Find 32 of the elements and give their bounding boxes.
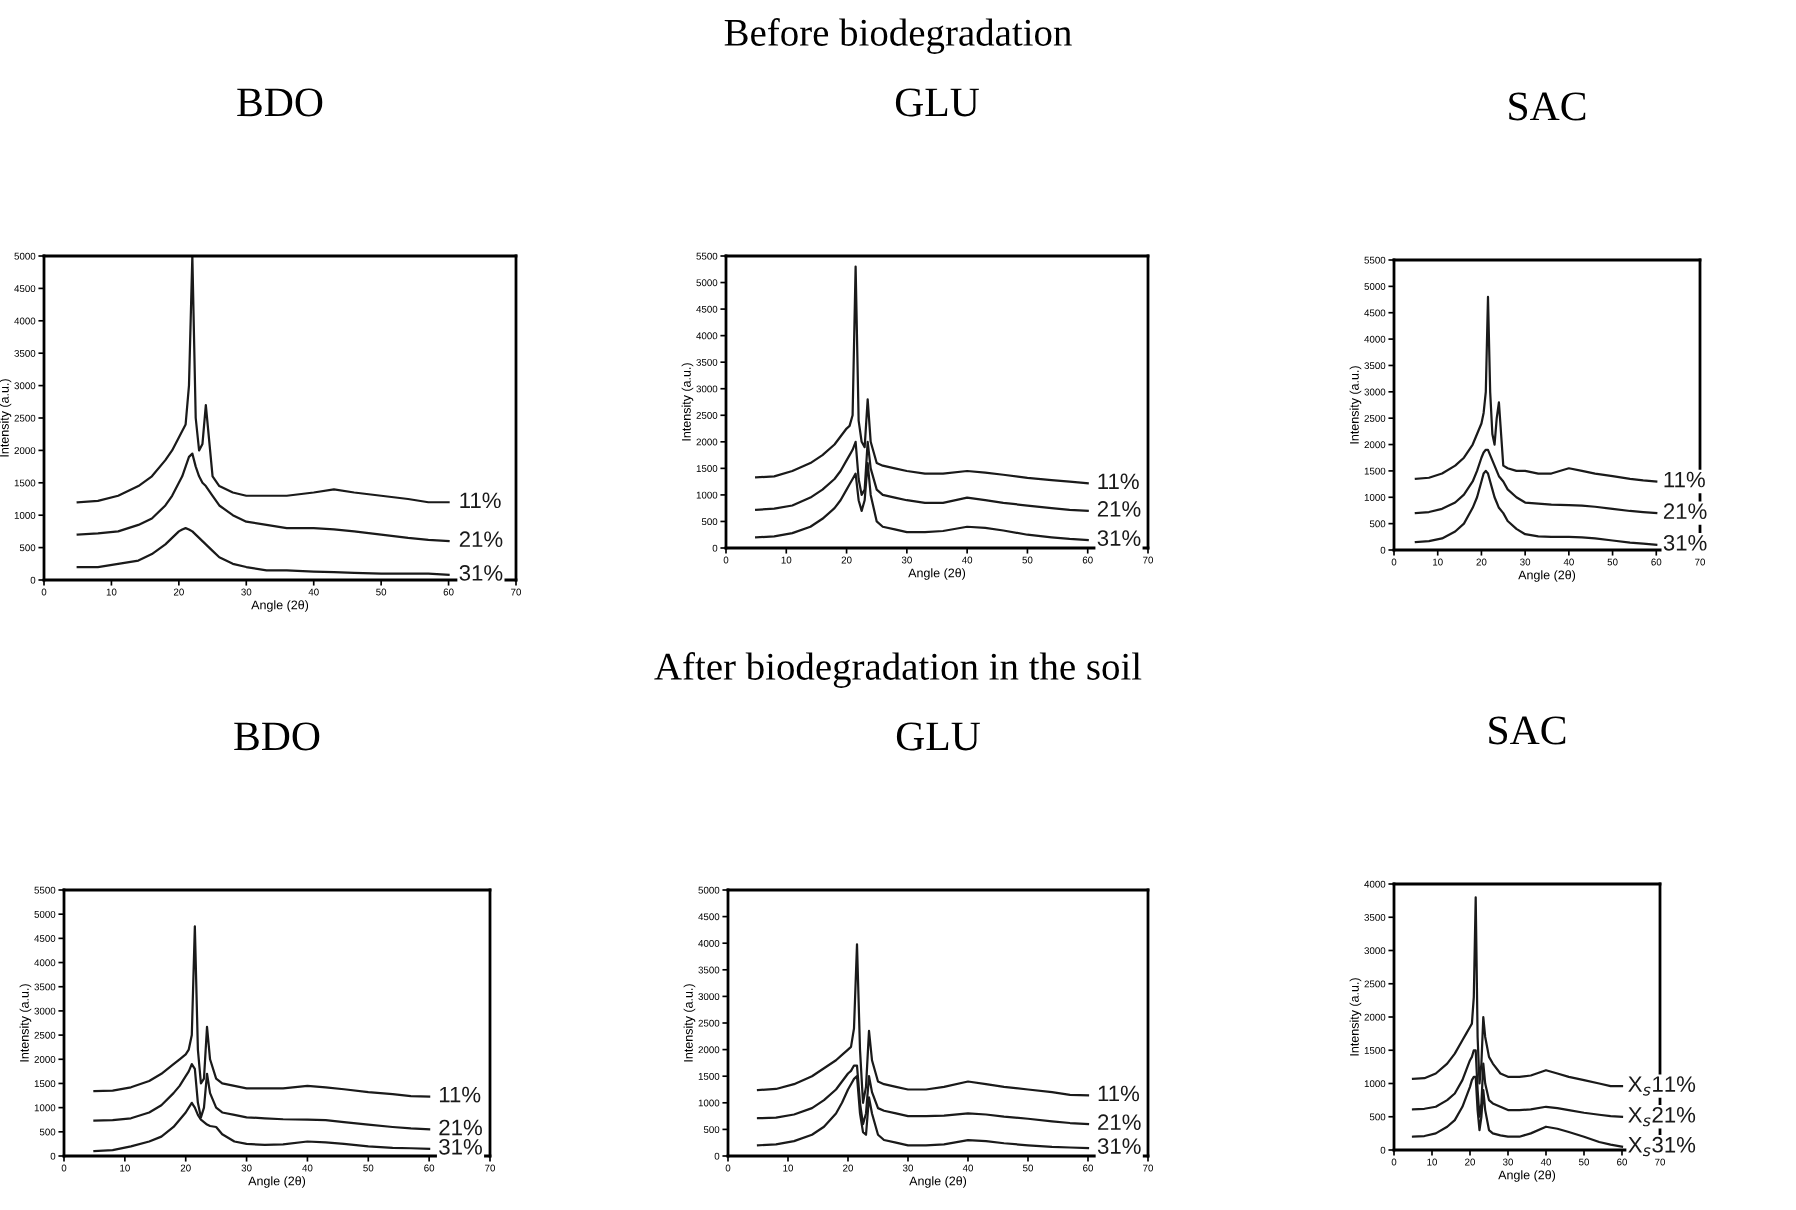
chart-title: BDO <box>234 722 320 751</box>
series-label: 21% <box>1097 501 1141 517</box>
series-label: 21% <box>1663 503 1707 519</box>
line-series <box>76 256 450 504</box>
series-label: 11% <box>1098 1085 1140 1102</box>
series-label: 21% <box>439 1119 482 1136</box>
series-label: 11% <box>1664 471 1705 488</box>
series-label: 11% <box>460 492 501 509</box>
series-label: 31% <box>459 565 503 581</box>
chart-title: GLU <box>895 88 979 117</box>
line-series <box>1414 448 1658 515</box>
series-label: 31% <box>1097 1138 1141 1154</box>
chart-title: SAC <box>1509 92 1586 121</box>
text: After biodegradation in the soil <box>654 652 1142 688</box>
series-label: 31% <box>1097 530 1141 546</box>
chart-title: GLU <box>896 722 980 751</box>
series-label: 11% <box>1098 473 1139 490</box>
chart-title: BDO <box>237 88 323 117</box>
series-label: 21% <box>459 531 503 547</box>
line-series <box>1414 469 1658 546</box>
series-label: X$_{s}$11% <box>1628 1076 1696 1096</box>
chart-title: SAC <box>1489 716 1566 745</box>
line-series <box>76 527 450 576</box>
series-label: 21% <box>1098 1114 1141 1130</box>
series-label: X$_{s}$21% <box>1628 1106 1696 1127</box>
series-label: 31% <box>439 1138 482 1155</box>
series-label: X$_{s}$31% <box>1628 1136 1696 1157</box>
line-series <box>76 452 450 543</box>
line-series <box>1414 295 1658 483</box>
series-label: 11% <box>439 1086 481 1103</box>
series-label: 31% <box>1663 534 1707 551</box>
text: Before biodegradation <box>724 18 1072 54</box>
